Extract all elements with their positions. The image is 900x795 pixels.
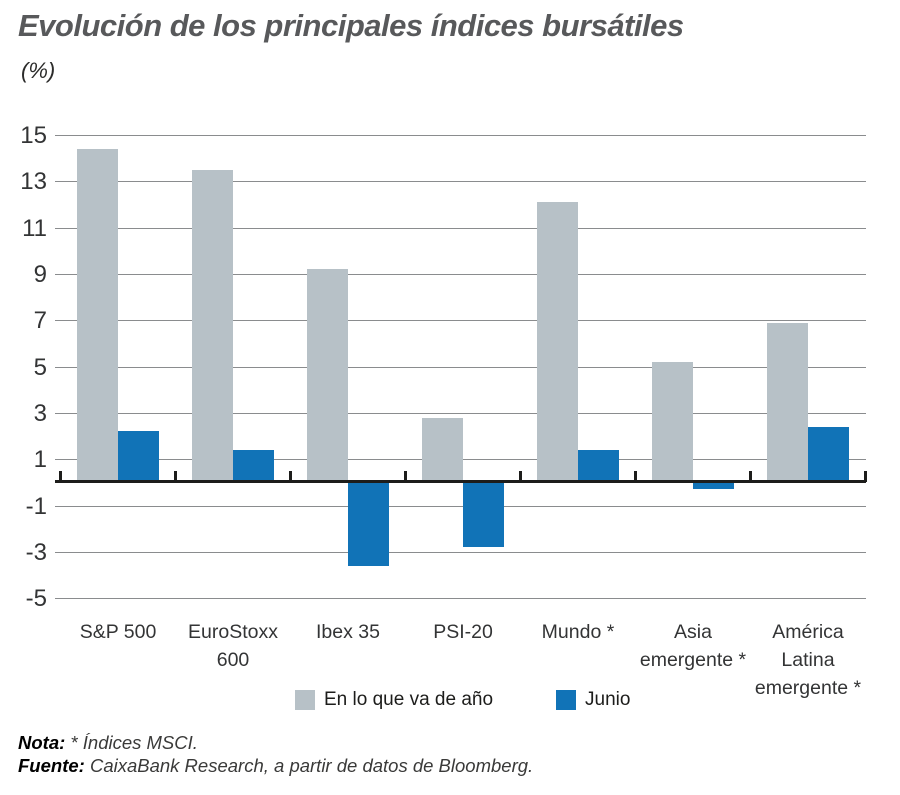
- legend-item-ytd: En lo que va de año: [295, 689, 493, 711]
- bar-ytd-2: [307, 269, 348, 483]
- legend-swatch-junio: [556, 690, 576, 710]
- legend-item-junio: Junio: [556, 689, 630, 711]
- chart-subtitle: (%): [21, 58, 56, 83]
- gridline-13: [55, 181, 866, 183]
- bar-ytd-6: [767, 322, 808, 483]
- bar-ytd-3: [422, 417, 463, 483]
- x-axis-category-label-2: Ibex 35: [273, 618, 423, 646]
- gridline-3: [55, 412, 866, 414]
- note-line: Nota: * Índices MSCI.: [18, 731, 533, 754]
- category-label-line: Latina: [781, 649, 835, 671]
- category-label-line: EuroStoxx: [188, 621, 278, 643]
- category-label-line: América: [772, 621, 844, 643]
- x-axis-category-label-6: América Latina emergente *: [733, 618, 883, 702]
- category-label-line: Mundo *: [541, 621, 615, 643]
- y-axis-tick-label--5: -5: [25, 585, 47, 613]
- x-axis-tick: [864, 471, 867, 482]
- y-axis-tick-label--1: -1: [25, 492, 47, 520]
- gridline--3: [55, 551, 866, 553]
- legend-label-junio: Junio: [585, 689, 631, 710]
- fuente-label: Fuente:: [18, 755, 85, 776]
- x-axis-category-label-5: Asia emergente *: [618, 618, 768, 674]
- x-axis-tick: [174, 471, 177, 482]
- x-axis-category-label-3: PSI-20: [388, 618, 538, 646]
- y-axis-tick-label-1: 1: [33, 446, 47, 474]
- y-axis-tick-label-11: 11: [22, 214, 47, 242]
- category-label-line: Asia: [674, 621, 712, 643]
- bar-junio-2: [348, 482, 389, 566]
- legend-label-ytd: En lo que va de año: [324, 689, 494, 710]
- category-label-line: S&P 500: [79, 621, 157, 643]
- x-axis-tick: [634, 471, 637, 482]
- bar-ytd-5: [652, 362, 693, 483]
- gridline-11: [55, 227, 866, 229]
- bar-ytd-1: [192, 169, 233, 483]
- y-axis-tick-label-3: 3: [33, 399, 47, 427]
- fuente-text: CaixaBank Research, a partir de datos de…: [84, 755, 534, 776]
- category-label-line: Ibex 35: [316, 621, 380, 643]
- category-label-line: 600: [216, 649, 250, 671]
- gridline-9: [55, 274, 866, 275]
- x-axis-line: [55, 480, 866, 483]
- category-label-line: emergente *: [754, 677, 862, 699]
- category-label-line: emergente *: [639, 649, 747, 671]
- bar-junio-5: [693, 482, 734, 490]
- nota-text: * Índices MSCI.: [65, 732, 198, 753]
- x-axis-category-label-1: EuroStoxx 600: [158, 618, 308, 674]
- y-axis-tick-label-13: 13: [20, 168, 47, 196]
- nota-label: Nota:: [18, 732, 66, 753]
- x-axis-tick: [519, 471, 522, 482]
- y-axis-tick-label-15: 15: [20, 122, 47, 149]
- bar-junio-3: [463, 482, 504, 548]
- y-axis-tick-label-5: 5: [33, 353, 47, 381]
- x-axis-tick: [289, 471, 292, 482]
- bar-ytd-0: [77, 148, 118, 483]
- notes: Nota: * Índices MSCI. Fuente: CaixaBank …: [18, 731, 533, 777]
- gridline-5: [55, 366, 866, 368]
- x-axis-category-label-0: S&P 500: [43, 618, 193, 646]
- gridline--1: [55, 505, 866, 507]
- y-axis-tick-label-9: 9: [33, 261, 47, 288]
- bar-junio-1: [233, 450, 274, 483]
- gridline-15: [55, 135, 866, 136]
- legend-swatch-ytd: [295, 690, 315, 710]
- bar-junio-6: [808, 426, 849, 483]
- bar-junio-4: [578, 450, 619, 483]
- x-axis-tick: [404, 471, 407, 482]
- source-line: Fuente: CaixaBank Research, a partir de …: [18, 754, 533, 777]
- gridline-7: [55, 320, 866, 322]
- y-axis-tick-label-7: 7: [33, 307, 47, 335]
- x-axis-category-label-4: Mundo *: [503, 618, 653, 646]
- page-title: Evolución de los principales índices bur…: [18, 8, 684, 43]
- bar-junio-0: [118, 431, 159, 483]
- category-label-line: PSI-20: [433, 621, 493, 643]
- gridline--5: [55, 598, 866, 600]
- y-axis-tick-label--3: -3: [25, 538, 47, 566]
- x-axis-tick: [59, 471, 62, 482]
- bar-ytd-4: [537, 202, 578, 483]
- x-axis-tick: [749, 471, 752, 482]
